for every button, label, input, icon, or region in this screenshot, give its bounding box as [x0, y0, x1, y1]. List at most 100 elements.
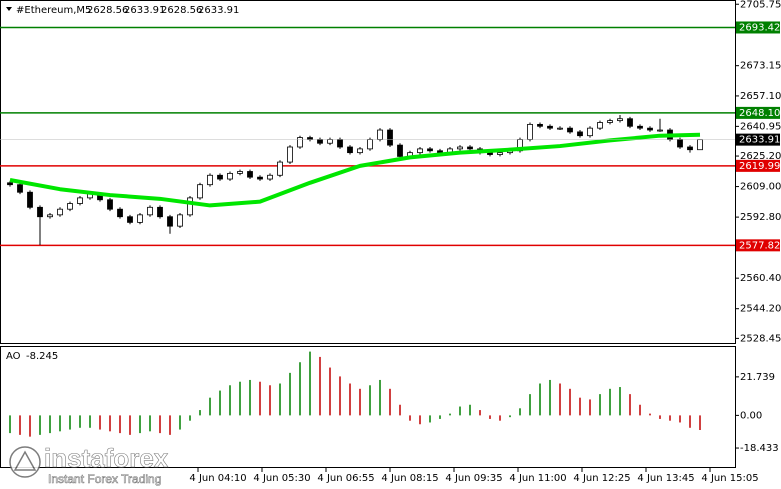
watermark: instaforex Instant Forex Trading: [9, 443, 169, 486]
x-tick-label: 4 Jun 11:00: [509, 473, 566, 484]
candle-body: [557, 127, 563, 130]
watermark-brand: instaforex: [44, 443, 169, 473]
x-tick-label: 4 Jun 13:45: [637, 473, 694, 484]
candle-body: [637, 125, 643, 129]
level-label-box: [736, 239, 780, 252]
candle-body: [207, 174, 213, 186]
candle-body: [27, 191, 33, 208]
level-label-box: [736, 106, 780, 119]
candle-body: [177, 214, 183, 227]
level-label: 2693.42: [739, 22, 780, 33]
watermark-tagline: Instant Forex Trading: [48, 472, 161, 486]
candle-body: [647, 127, 653, 131]
candle-body: [307, 137, 313, 140]
y-tick-label: 2705.75: [740, 0, 781, 10]
level-label-box: [736, 21, 780, 34]
ao-tick-label: 21.739: [740, 372, 775, 383]
candle-body: [17, 184, 23, 193]
y-tick-label: 2560.40: [740, 273, 781, 284]
candle-body: [687, 146, 693, 151]
y-tick-label: 2657.10: [740, 91, 781, 102]
candle-body: [297, 137, 303, 148]
candle-body: [57, 208, 63, 216]
symbol: #Ethereum,M5: [16, 5, 91, 16]
candle-body: [397, 144, 403, 157]
candle-body: [527, 123, 533, 140]
current-price-box: [736, 133, 780, 146]
candle-body: [587, 127, 593, 137]
open-value: 2628.56: [87, 5, 128, 16]
candle-body: [257, 176, 263, 180]
candle-body: [427, 148, 433, 152]
current-price-label: 2633.91: [739, 135, 780, 146]
candle-body: [597, 122, 603, 129]
candle-body: [137, 214, 143, 223]
candle-body: [237, 171, 243, 174]
candle-body: [127, 216, 133, 223]
watermark-logo-mark: [13, 450, 37, 471]
x-tick-label: 4 Jun 15:05: [701, 473, 758, 484]
candle-body: [227, 172, 233, 180]
candle-body: [357, 148, 363, 154]
candle-body: [547, 125, 553, 129]
candle-body: [497, 152, 503, 155]
candle-body: [107, 199, 113, 210]
x-tick-label: 4 Jun 12:25: [573, 473, 630, 484]
candle-body: [287, 146, 293, 163]
candle-body: [7, 182, 13, 186]
candle-body: [77, 197, 83, 204]
y-tick-label: 2544.20: [740, 304, 781, 315]
candle-body: [417, 148, 423, 154]
candle-body: [387, 129, 393, 146]
high-value: 2633.91: [124, 5, 165, 16]
candle-body: [37, 206, 43, 218]
candle-body: [67, 203, 73, 210]
candle-body: [327, 139, 333, 144]
candle-body: [627, 118, 633, 127]
candle-body: [577, 131, 583, 137]
x-tick-label: 4 Jun 05:30: [253, 473, 310, 484]
candle-body: [337, 139, 343, 148]
candle-body: [247, 171, 253, 178]
candle-body: [657, 129, 663, 132]
candle-body: [267, 174, 273, 180]
candle-body: [607, 120, 613, 123]
low-value: 2628.56: [161, 5, 202, 16]
moving-average: [9, 132, 701, 208]
candle-body: [457, 146, 463, 150]
y-tick-label: 2640.95: [740, 121, 781, 132]
y-tick-label: 2609.00: [740, 182, 781, 193]
candle-body: [47, 214, 53, 218]
candle-body: [147, 206, 153, 216]
y-tick-label: 2592.80: [740, 212, 781, 223]
x-tick-label: 4 Jun 06:55: [317, 473, 374, 484]
candle-body: [317, 139, 323, 144]
candle-body: [677, 139, 683, 148]
y-tick-label: 2528.45: [740, 333, 781, 344]
candle-body: [217, 174, 223, 180]
ao-name: AO: [6, 351, 21, 362]
candle-body: [617, 118, 623, 122]
candle-body: [117, 208, 123, 218]
x-tick-label: 4 Jun 08:15: [381, 473, 438, 484]
y-tick-label: 2625.20: [740, 151, 781, 162]
candle-body: [567, 127, 573, 133]
level-label: 2648.10: [739, 108, 780, 119]
candle-body: [377, 129, 383, 140]
main-panel: [0, 0, 736, 344]
level-label: 2577.82: [739, 240, 780, 251]
candle-body: [167, 216, 173, 227]
close-value: 2633.91: [198, 5, 239, 16]
candle-body: [277, 161, 283, 176]
x-tick-label: 4 Jun 04:10: [189, 473, 246, 484]
x-tick-label: 4 Jun 09:35: [445, 473, 502, 484]
header-arrow: [6, 7, 12, 11]
header: #Ethereum,M5 2628.56 2633.91 2628.56 263…: [6, 5, 239, 16]
ao-panel: [0, 346, 736, 468]
candle-body: [697, 139, 703, 151]
candle-body: [347, 146, 353, 154]
candle-body: [467, 146, 473, 150]
candle-body: [367, 139, 373, 150]
ao-value: -8.245: [26, 351, 58, 362]
